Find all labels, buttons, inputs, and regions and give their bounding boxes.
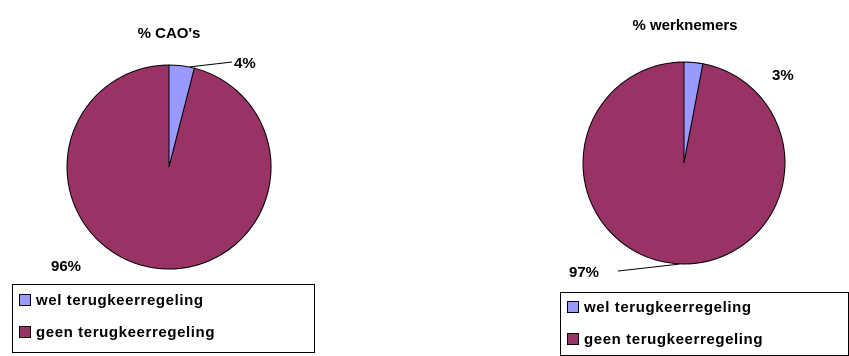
legend-swatch-wel (19, 294, 31, 306)
pie-chart-cao: % CAO's 4% 96% (51, 25, 272, 275)
legend-item-geen: geen terugkeerregeling (567, 329, 763, 349)
legend-werknemers: wel terugkeerregeling geen terugkeerrege… (560, 292, 849, 356)
legend-label: wel terugkeerregeling (36, 291, 204, 309)
legend-swatch-geen (567, 333, 579, 345)
legend-item-geen: geen terugkeerregeling (19, 322, 215, 342)
pie-slice-geen (66, 64, 272, 270)
data-label-wel: 3% (772, 67, 794, 84)
legend-swatch-wel (567, 301, 579, 313)
pie-slice-geen (582, 61, 786, 265)
legend-cao: wel terugkeerregeling geen terugkeerrege… (12, 284, 315, 353)
data-label-wel: 4% (234, 55, 256, 72)
legend-label: geen terugkeerregeling (584, 330, 764, 348)
legend-item-wel: wel terugkeerregeling (19, 290, 204, 310)
legend-label: geen terugkeerregeling (36, 323, 216, 341)
leader-line (188, 61, 233, 68)
chart-title: % CAO's (138, 25, 201, 42)
data-label-geen: 96% (51, 258, 81, 275)
chart-title: % werknemers (632, 17, 737, 34)
data-label-geen: 97% (569, 264, 599, 281)
legend-swatch-geen (19, 326, 31, 338)
leader-line (617, 263, 681, 272)
pie-chart-werknemers: % werknemers 3% 97% (569, 17, 794, 281)
legend-label: wel terugkeerregeling (584, 298, 752, 316)
legend-item-wel: wel terugkeerregeling (567, 297, 752, 317)
